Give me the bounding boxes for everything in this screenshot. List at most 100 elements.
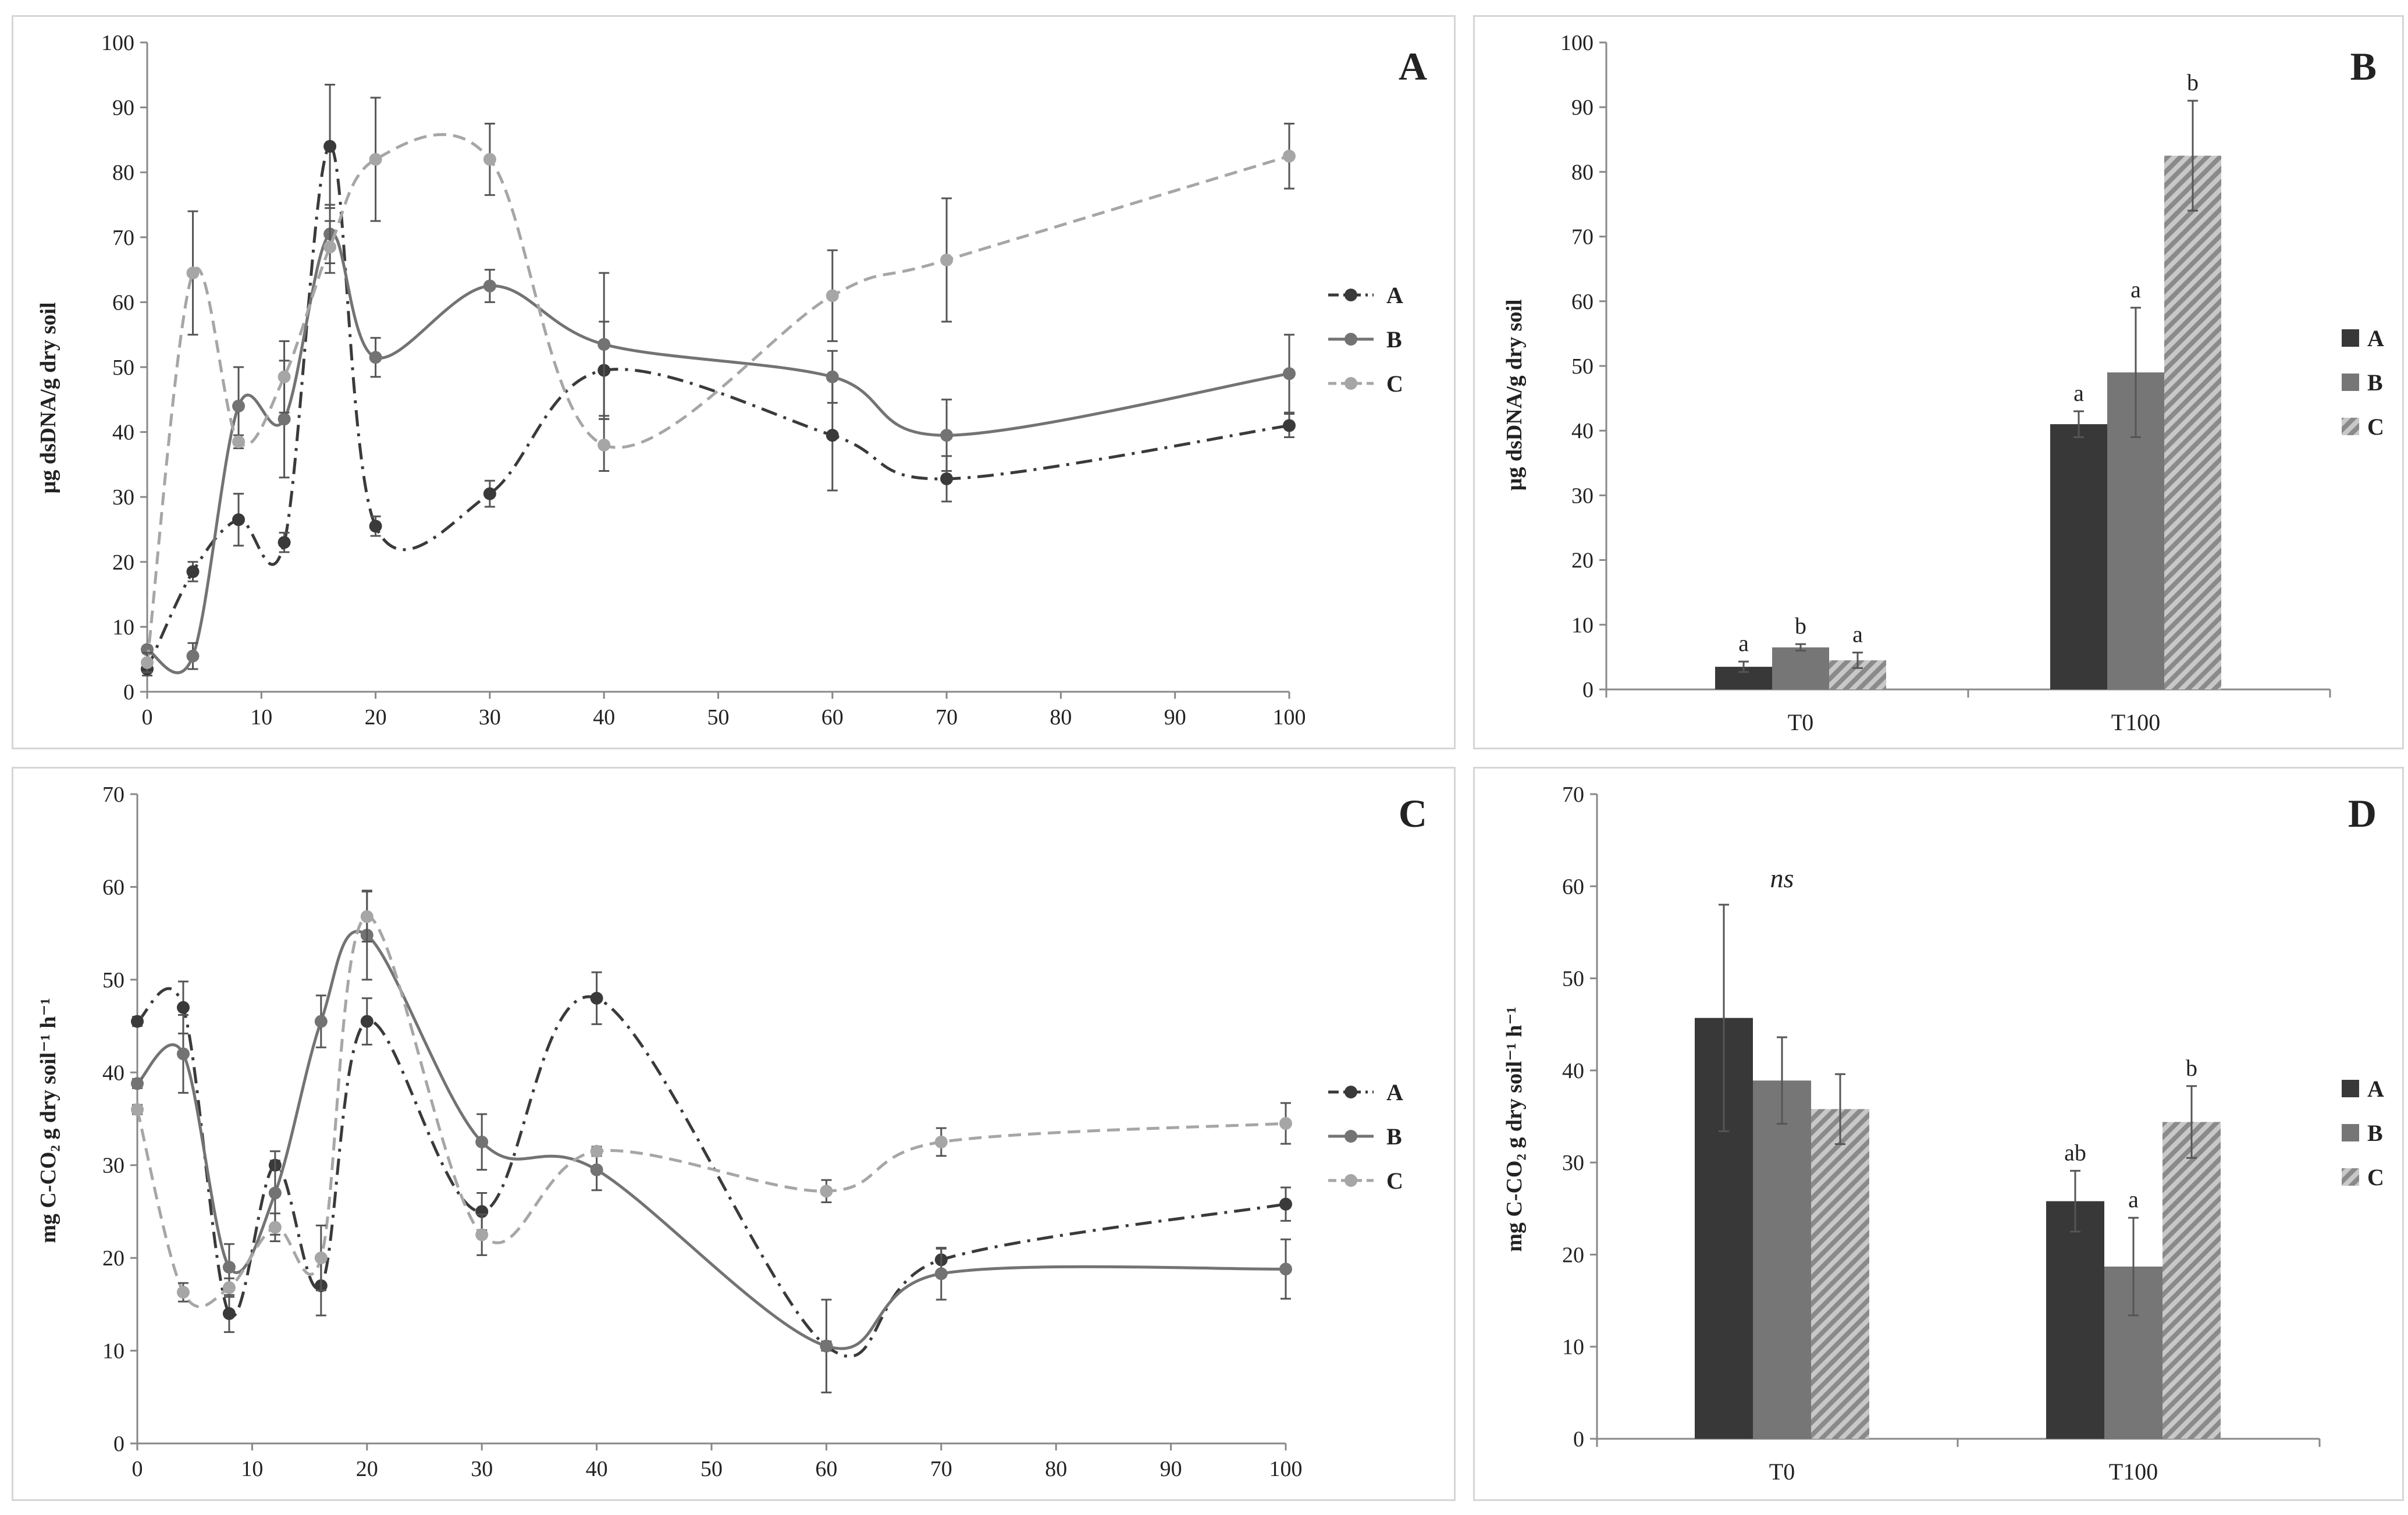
x-tick-label: 60 — [815, 1457, 837, 1481]
panel-label: A — [1399, 44, 1427, 88]
legend-label: A — [2367, 1076, 2384, 1102]
y-axis-label-text: µg dsDNA/g dry soil — [36, 302, 61, 493]
legend-item-c: C — [2342, 1164, 2384, 1190]
panel-d: mg C-CO₂ g dry soil⁻¹ h⁻¹ D 0 10 20 30 40 50 60 7… — [1473, 767, 2404, 1501]
x-tick-label: 40 — [586, 1457, 608, 1481]
series-line — [136, 930, 1286, 1350]
data-point — [268, 1221, 282, 1234]
y-tick-label: 70 — [1571, 225, 1594, 250]
series-a: aa — [1715, 380, 2107, 689]
legend-item-c: C — [1328, 371, 1403, 397]
x-tick-label: 90 — [1164, 705, 1186, 730]
significance-letter: a — [2130, 276, 2141, 303]
data-point — [940, 429, 954, 442]
x-tick-label: 70 — [930, 1457, 952, 1481]
data-point — [222, 1307, 236, 1320]
data-point — [826, 429, 839, 442]
data-point — [232, 399, 246, 412]
data-point — [1279, 1197, 1292, 1211]
x-tick-label: 100 — [1273, 705, 1306, 730]
significance-letter: ab — [2064, 1139, 2086, 1165]
x-category-label: T100 — [2109, 1459, 2158, 1485]
panel-label: C — [1399, 791, 1427, 835]
legend-swatch — [2342, 1124, 2359, 1141]
y-tick-label: 60 — [1562, 874, 1584, 899]
legend-label: C — [1386, 371, 1403, 397]
y-tick-label: 70 — [102, 783, 125, 807]
data-point — [940, 472, 954, 485]
data-point — [475, 1135, 489, 1148]
significance-letter: b — [1795, 613, 1806, 639]
panel-c: mg C-CO₂ g dry soil⁻¹ h⁻¹ C 0 10 20 30 40 50 60 7… — [12, 767, 1456, 1501]
y-tick-label: 40 — [1571, 419, 1594, 443]
data-point — [597, 438, 611, 451]
x-tick-label: 60 — [821, 705, 844, 730]
y-tick-label: 70 — [1562, 783, 1584, 807]
legend-marker — [1345, 1086, 1357, 1098]
series-b — [131, 890, 1292, 1393]
data-point — [176, 1001, 190, 1014]
legend-label: A — [1386, 282, 1403, 308]
series-line — [145, 145, 1290, 670]
legend-marker — [1345, 1130, 1357, 1143]
data-point — [176, 1047, 190, 1061]
legend-item-b: B — [1328, 1123, 1402, 1150]
data-point — [1283, 367, 1296, 380]
data-point — [483, 152, 496, 166]
x-tick-label: 10 — [241, 1457, 263, 1481]
series-line — [136, 915, 1286, 1308]
data-point — [141, 656, 154, 669]
y-tick-label: 0 — [123, 680, 134, 705]
data-point — [314, 1251, 328, 1265]
y-axis-label: µg dsDNA/g dry soil — [36, 302, 61, 493]
legend-label: B — [1386, 1123, 1402, 1150]
series-c — [141, 97, 1296, 674]
x-tick-label: 40 — [593, 705, 615, 730]
bar — [1753, 1080, 1811, 1439]
legend-label: C — [1386, 1168, 1403, 1194]
y-axis-label: mg C-CO₂ g dry soil⁻¹ h⁻¹ — [36, 998, 61, 1243]
legend-swatch — [2342, 374, 2359, 391]
data-point — [186, 649, 200, 663]
data-point — [323, 140, 337, 153]
y-tick-label: 60 — [112, 290, 134, 315]
x-category-label: T100 — [2111, 709, 2160, 735]
y-tick-label: 20 — [112, 550, 134, 575]
data-point — [826, 370, 839, 383]
series-b: ba — [1772, 276, 2164, 689]
legend-label: B — [1386, 326, 1402, 353]
y-tick-label: 40 — [102, 1061, 125, 1085]
data-point — [278, 370, 291, 383]
y-axis-label-text: mg C-CO₂ g dry soil⁻¹ h⁻¹ — [36, 998, 61, 1243]
x-tick-label: 0 — [132, 1457, 143, 1481]
data-point — [483, 487, 496, 500]
y-tick-label: 30 — [102, 1154, 125, 1178]
y-tick-label: 10 — [1571, 613, 1594, 638]
panel-a: µg dsDNA/g dry soil A 0 10 20 30 40 50 60 70 80 90 1… — [12, 15, 1456, 749]
y-tick-label: 10 — [1562, 1335, 1584, 1360]
data-point — [597, 337, 611, 351]
data-point — [222, 1281, 236, 1294]
legend-label: C — [2367, 1164, 2384, 1190]
x-tick-label: 30 — [479, 705, 501, 730]
legend-item-a: A — [2342, 1076, 2384, 1102]
x-tick-label: 80 — [1045, 1457, 1067, 1481]
data-point — [360, 1015, 374, 1028]
chart-c: mg C-CO₂ g dry soil⁻¹ h⁻¹ C 0 10 20 30 40 50 60 7… — [36, 783, 1427, 1481]
legend-label: B — [2367, 1120, 2383, 1146]
y-tick-label: 0 — [1582, 678, 1594, 702]
data-point — [314, 1015, 328, 1028]
data-point — [369, 520, 382, 533]
y-tick-label: 50 — [1571, 354, 1594, 379]
data-point — [323, 240, 337, 254]
bar — [2046, 1201, 2104, 1439]
legend-swatch — [2342, 1080, 2359, 1097]
y-tick-label: 50 — [1562, 967, 1584, 991]
legend-item-b: B — [1328, 326, 1402, 353]
data-point — [820, 1185, 833, 1198]
bar — [2162, 1122, 2221, 1439]
y-tick-label: 0 — [1573, 1427, 1584, 1452]
x-tick-label: 100 — [1269, 1457, 1303, 1481]
legend-item-a: A — [1328, 1079, 1403, 1105]
y-tick-label: 0 — [113, 1432, 125, 1456]
